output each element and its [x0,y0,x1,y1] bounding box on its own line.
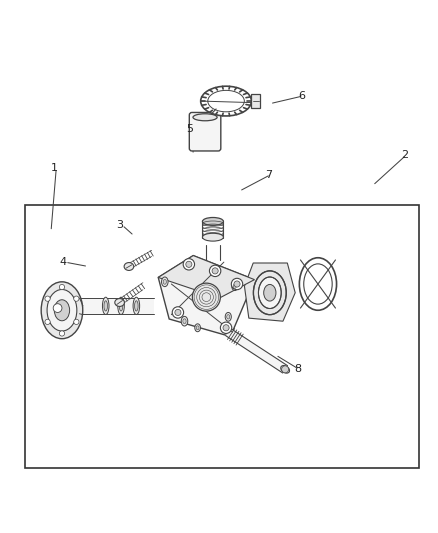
Text: 7: 7 [265,169,272,180]
Ellipse shape [196,326,198,330]
Circle shape [53,304,62,312]
Ellipse shape [280,366,289,373]
Ellipse shape [226,314,229,319]
Polygon shape [225,328,287,373]
Text: 6: 6 [297,91,304,101]
Circle shape [192,283,220,311]
Polygon shape [158,255,254,298]
Text: 4: 4 [60,257,67,267]
Circle shape [74,319,79,325]
Ellipse shape [124,263,134,270]
Ellipse shape [133,297,139,314]
Ellipse shape [194,324,200,332]
Ellipse shape [119,301,123,311]
Text: 5: 5 [186,124,193,134]
Circle shape [183,259,194,270]
Ellipse shape [104,301,107,311]
Circle shape [185,261,191,268]
Circle shape [212,268,218,274]
Circle shape [231,278,242,290]
Text: 1: 1 [51,163,58,173]
Polygon shape [244,263,294,321]
Ellipse shape [207,91,244,112]
Text: 3: 3 [117,220,124,230]
Ellipse shape [202,233,223,241]
Polygon shape [158,255,254,336]
Text: 8: 8 [293,365,300,374]
Ellipse shape [41,282,82,338]
Circle shape [45,319,50,325]
Circle shape [233,281,240,287]
Ellipse shape [233,284,236,288]
Ellipse shape [263,285,276,301]
Circle shape [281,366,288,373]
Ellipse shape [134,301,138,311]
Ellipse shape [200,86,251,116]
Ellipse shape [183,319,186,324]
Ellipse shape [253,271,286,314]
Ellipse shape [102,297,109,314]
FancyBboxPatch shape [189,112,220,151]
Circle shape [59,285,64,290]
Bar [79,298,153,314]
Ellipse shape [231,282,237,290]
Ellipse shape [47,289,77,331]
Circle shape [59,331,64,336]
Ellipse shape [115,298,124,306]
Circle shape [45,296,50,301]
Ellipse shape [202,217,223,225]
Ellipse shape [117,297,124,314]
Circle shape [223,325,229,331]
Ellipse shape [193,114,217,121]
Ellipse shape [225,312,231,321]
Ellipse shape [258,277,281,309]
Ellipse shape [163,279,166,284]
Circle shape [220,322,231,334]
Text: 2: 2 [400,150,407,160]
Bar [251,94,259,108]
Circle shape [174,309,180,316]
Bar [25,205,418,468]
Circle shape [209,265,220,277]
Circle shape [172,307,183,318]
Ellipse shape [181,317,187,326]
Ellipse shape [54,300,70,321]
Ellipse shape [161,277,168,287]
Circle shape [74,296,79,301]
